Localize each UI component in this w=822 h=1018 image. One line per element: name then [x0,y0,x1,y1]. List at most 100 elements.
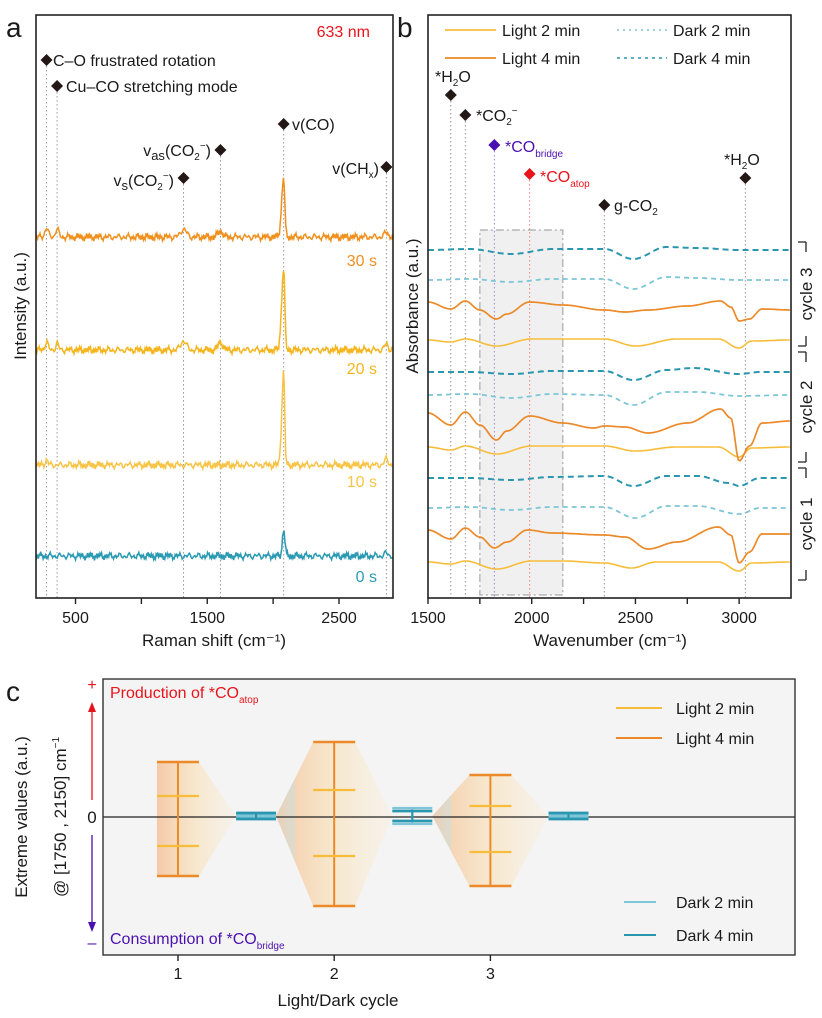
x-tick-label: 2500 [321,610,357,627]
diamond-marker-icon [177,172,190,184]
annotation-co-frustrated-rotation: C–O frustrated rotation [53,53,216,70]
diamond-marker-icon [523,168,536,180]
ftir-spectrum-dark-4-min-cycle-2 [428,367,790,381]
plot-frame [427,14,792,599]
legend: Light 2 min Light 4 min Dark 2 min Dark … [616,701,754,945]
diamond-marker-icon [488,139,501,151]
laser-wavelength-label: 633 nm [317,24,370,41]
x-ticks: 500 1500 2500 [62,598,357,627]
error-bar-light-2min [156,794,199,848]
label-0s: 0 s [356,569,377,586]
label-30s: 30 s [347,253,377,270]
ftir-spectra [427,246,790,572]
cycle-brackets [798,241,807,581]
fan-shading [156,742,549,906]
legend-label-dark-2min: Dark 2 min [673,23,750,40]
ftir-spectrum-light-2-min-cycle-3 [428,338,790,349]
raman-spectrum-30s [35,177,394,244]
legend-label-light-2min: Light 2 min [502,23,580,40]
highlight-region [479,229,564,596]
diamond-marker-icon [459,109,472,121]
x-tick-label: 2 [330,966,339,983]
raman-spectra [35,177,394,563]
y-axis-title: Absorbance (a.u.) [403,238,422,373]
annotation-co2-minus: *CO2− [476,106,518,128]
x-axis-title: Wavenumber (cm⁻¹) [533,631,687,650]
raman-spectrum-20s [35,271,394,357]
annotation-v-chx: v(CHx) [332,161,379,181]
x-tick-label: 500 [62,610,89,627]
annotation-g-co2: g-CO2 [614,198,658,218]
y-axis-subtitle: @ [1750 , 2150] cm−1 [51,737,70,897]
x-axis-title: Raman shift (cm⁻¹) [142,631,286,650]
peak-guide-lines [450,101,746,598]
ftir-spectrum-dark-2-min-cycle-3 [428,276,790,290]
cycle-1-bracket-bottom [798,570,807,581]
production-note: Production of *COatop [110,685,259,706]
annotation-h2o-1: *H2O [435,69,471,89]
annotation-co-atop: *COatop [540,169,590,190]
annotation-co-bridge: *CObridge [505,139,563,160]
annotation-cu-co-stretching: Cu–CO stretching mode [66,79,238,96]
legend-label-light-2min: Light 2 min [676,701,754,718]
label-10s: 10 s [347,474,377,491]
ftir-spectrum-light-4-min-cycle-3 [427,300,790,322]
production-arrow [88,702,96,800]
error-bar-light-4min [156,760,199,878]
cycle-3-label: cycle 3 [797,268,816,321]
x-tick-label: 3000 [721,610,757,627]
ftir-spectrum-light-4-min-cycle-2 [427,408,790,462]
legend-label-dark-4min: Dark 4 min [673,51,750,68]
diamond-marker-icon [444,89,457,101]
x-tick-label: 3 [486,966,495,983]
plot-frame [35,14,394,599]
annotation-vas-co2: vas(CO2−) [143,141,211,163]
ftir-spectrum-light-4-min-cycle-1 [427,526,790,564]
diamond-marker-icon [51,80,64,92]
ftir-spectrum-light-2-min-cycle-1 [428,560,790,572]
error-bar-dark-4min [392,809,433,823]
panel-letter-a: a [6,12,22,43]
ftir-spectrum-dark-2-min-cycle-2 [428,391,790,406]
panel-letter-b: b [397,12,413,43]
cycle-2-bracket-bottom [798,452,807,463]
dark-fan-shading [432,795,451,851]
panel-b-ftir: 1500 2000 2500 3000 Wavenumber (cm⁻¹) Absor… [403,14,816,650]
diamond-marker-icon [214,144,227,156]
x-ticks: 1500 2000 2500 3000 [410,598,757,627]
y-axis-title: Extreme values (a.u.) [12,736,31,898]
error-bars [156,740,589,908]
annotation-vs-co2: vs(CO2−) [113,171,174,193]
annotation-v-co: v(CO) [292,117,335,134]
cycle-2-bracket-top [798,351,807,362]
raman-spectrum-0s [35,530,393,563]
ftir-spectrum-dark-4-min-cycle-1 [428,475,790,487]
x-tick-label: 2000 [514,610,550,627]
x-tick-label: 1 [174,966,183,983]
y-tick-zero: 0 [87,808,96,827]
cycle-3-bracket-bottom [798,336,807,347]
cycle-1-label: cycle 1 [797,498,816,551]
legend-label-light-4min: Light 4 min [676,731,754,748]
y-tick-minus: – [88,935,97,952]
diamond-marker-icon [598,199,611,211]
legend-label-light-4min: Light 4 min [502,51,580,68]
diamond-marker-icon [277,118,290,130]
x-tick-label: 2500 [618,610,654,627]
error-bar-dark-4min [548,811,589,821]
ftir-spectrum-light-2-min-cycle-2 [428,445,790,458]
legend-label-dark-4min: Dark 4 min [676,928,753,945]
peak-guide-lines [46,66,387,598]
panel-a-raman: 500 1500 2500 633 nm Raman shift (cm⁻¹) In… [11,14,394,650]
arrow-up-icon [88,702,96,712]
error-bar-light-2min [313,788,356,858]
cycle-2-label: cycle 2 [797,381,816,434]
x-tick-label: 1500 [410,610,446,627]
diamond-marker-icon [380,161,393,173]
label-20s: 20 s [347,361,377,378]
cycle-3-bracket-top [798,241,807,252]
x-ticks: 1 2 3 [174,955,495,983]
light-fan-shading [156,762,237,876]
legend: Light 2 min Light 4 min Dark 2 min Dark … [445,23,750,68]
